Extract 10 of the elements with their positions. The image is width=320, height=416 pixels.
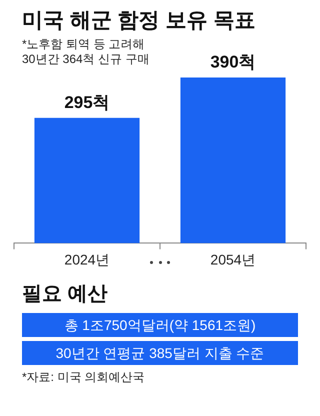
data-label: 390척 — [210, 52, 256, 72]
text: 총 1조750억달러(약 1561조원) — [22, 313, 298, 337]
text: *자료: 미국 의회예산국 — [22, 369, 146, 386]
data-label: 295척 — [64, 93, 110, 112]
text: 필요 예산 — [22, 282, 109, 307]
chart-title: 미국 해군 함정 보유 목표 — [22, 8, 256, 34]
chart-subtitle: *노후함 퇴역 등 고려해 30년간 364척 신규 구매 — [22, 37, 150, 67]
x-tick-label: 2024년 — [64, 251, 110, 268]
text: 30년간 연평균 385달러 지출 수준 — [22, 341, 298, 365]
x-tick-label: 2054년 — [210, 251, 256, 268]
